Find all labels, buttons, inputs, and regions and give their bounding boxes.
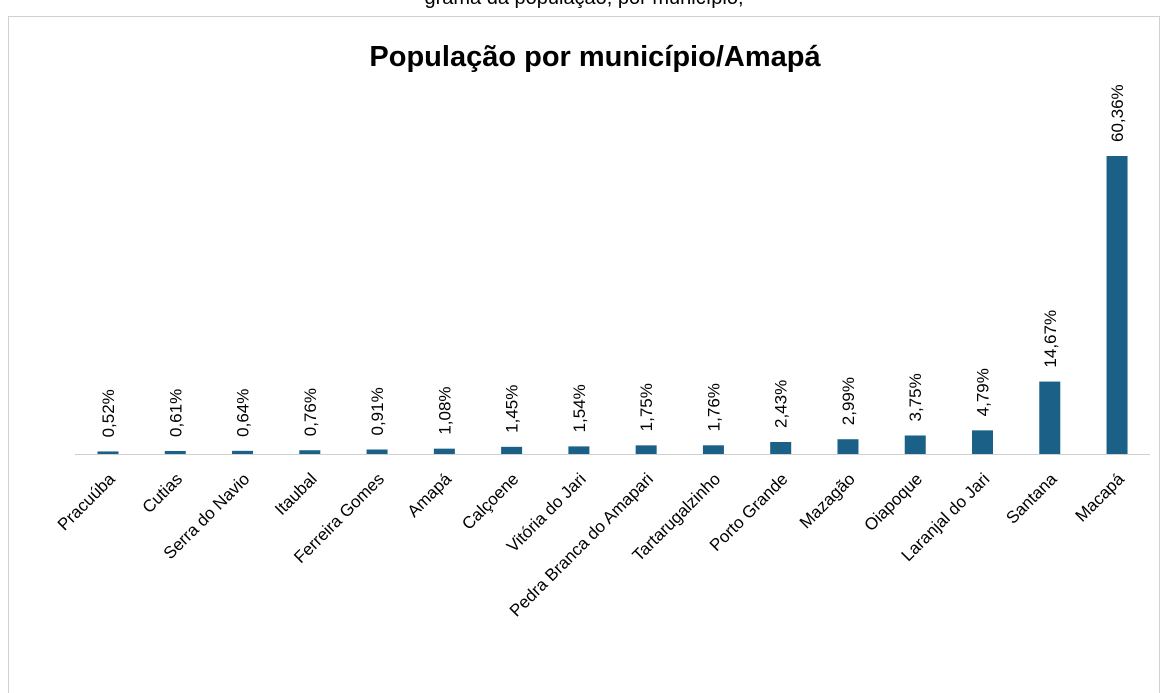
value-label: 2,99%	[839, 377, 858, 425]
bar	[232, 450, 254, 454]
bar	[837, 439, 859, 454]
bar	[1106, 156, 1128, 454]
chart-title: População por município/Amapá	[369, 41, 821, 73]
bar	[299, 450, 321, 454]
bar	[702, 445, 724, 454]
value-label: 4,79%	[974, 368, 993, 416]
bar	[366, 449, 388, 454]
value-label: 0,52%	[99, 389, 118, 437]
value-label: 14,67%	[1041, 310, 1060, 368]
value-label: 1,75%	[637, 383, 656, 431]
bar	[1039, 381, 1061, 454]
bar	[568, 446, 590, 454]
bar	[770, 442, 792, 454]
value-label: 0,61%	[166, 389, 185, 437]
bar	[164, 450, 186, 454]
bar	[433, 448, 455, 454]
value-label: 0,64%	[234, 389, 253, 437]
bar	[97, 451, 119, 454]
value-label: 1,54%	[570, 384, 589, 432]
value-label: 3,75%	[906, 373, 925, 421]
bar	[972, 430, 994, 454]
value-label: 0,91%	[368, 387, 387, 435]
bar	[501, 446, 523, 454]
value-label: 1,45%	[503, 385, 522, 433]
value-label: 60,36%	[1108, 84, 1127, 142]
chart-frame	[8, 16, 1160, 693]
bar	[635, 445, 657, 454]
value-label: 1,76%	[704, 383, 723, 431]
bar	[904, 435, 926, 454]
value-label: 1,08%	[435, 386, 454, 434]
value-label: 0,76%	[301, 388, 320, 436]
caption: grama da população, por município,	[424, 0, 743, 9]
value-label: 2,43%	[772, 380, 791, 428]
